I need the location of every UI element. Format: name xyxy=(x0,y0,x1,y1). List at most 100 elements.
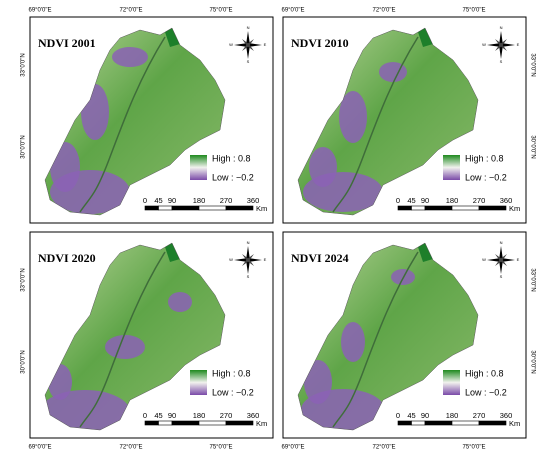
province-land xyxy=(45,28,225,215)
river xyxy=(332,36,419,213)
low-ndvi-area xyxy=(379,62,407,82)
legend-high: High : 0.8 xyxy=(465,368,504,378)
panel-title: NDVI 2020 xyxy=(38,251,96,265)
scale-label: 360 xyxy=(247,411,260,420)
scale-segment xyxy=(198,420,227,426)
scale-label: 270 xyxy=(220,411,233,420)
compass-n: N xyxy=(500,240,503,245)
scale-label: 0 xyxy=(396,411,400,420)
scale-segment xyxy=(171,205,200,211)
north-tip xyxy=(165,243,180,262)
province-land xyxy=(298,28,478,215)
scale-segment xyxy=(171,420,200,426)
legend-high: High : 0.8 xyxy=(212,368,251,378)
longitude-label: 69°0'0"E xyxy=(28,8,51,14)
map-panel: NDVI 2010 N S E W High : 0.8 Low : −0.2 0 45 90 18… xyxy=(282,16,527,224)
scale-segment xyxy=(144,205,159,211)
longitude-label: 75°0'0"E xyxy=(209,8,232,14)
compass-e: E xyxy=(517,257,520,262)
scale-segment xyxy=(158,420,173,426)
scale-label: 0 xyxy=(396,196,400,205)
longitude-label: 75°0'0"E xyxy=(462,445,485,451)
province-outline xyxy=(44,27,226,216)
scale-label: 90 xyxy=(421,411,429,420)
scale-label: 0 xyxy=(143,411,147,420)
province-outline xyxy=(44,242,226,431)
province-land xyxy=(298,243,478,430)
scale-segment xyxy=(144,420,159,426)
scale-label: 90 xyxy=(168,411,176,420)
scale-segment xyxy=(424,420,453,426)
compass-n: N xyxy=(247,25,250,30)
river xyxy=(79,36,166,213)
north-tip xyxy=(165,28,180,47)
north-arrow: N S E W xyxy=(482,240,520,279)
scale-unit: Km xyxy=(509,204,520,213)
compass-w: W xyxy=(482,257,486,262)
scale-label: 45 xyxy=(407,196,415,205)
compass-w: W xyxy=(229,42,233,47)
scale-segment xyxy=(451,420,480,426)
legend-low: Low : −0.2 xyxy=(465,387,507,397)
scale-segment xyxy=(478,205,507,211)
low-ndvi-area xyxy=(309,147,337,187)
scale-label: 45 xyxy=(154,196,162,205)
longitude-label: 69°0'0"E xyxy=(28,445,51,451)
ndvi-map xyxy=(45,28,225,215)
river xyxy=(332,251,419,428)
latitude-label: 30°0'0"N xyxy=(21,350,27,373)
legend-ramp xyxy=(190,370,207,395)
compass-diag xyxy=(495,39,507,51)
legend-high: High : 0.8 xyxy=(212,153,251,163)
compass-n: N xyxy=(247,240,250,245)
low-ndvi-area xyxy=(168,292,192,312)
legend-ramp xyxy=(190,155,207,180)
longitude-label: 72°0'0"E xyxy=(372,8,395,14)
north-arrow: N S E W xyxy=(482,25,520,64)
compass-e: E xyxy=(517,42,520,47)
legend-low: Low : −0.2 xyxy=(212,172,254,182)
legend-ramp xyxy=(443,155,460,180)
ndvi-map xyxy=(298,28,478,215)
scale-label: 180 xyxy=(446,196,459,205)
compass-diag xyxy=(242,254,254,266)
compass-s: S xyxy=(500,59,503,64)
scale-segment xyxy=(478,420,507,426)
river xyxy=(79,251,166,428)
compass-w: W xyxy=(229,257,233,262)
compass-n: N xyxy=(500,25,503,30)
legend-low: Low : −0.2 xyxy=(212,387,254,397)
compass-s: S xyxy=(247,59,250,64)
province-outline xyxy=(297,242,479,431)
scale-label: 360 xyxy=(247,196,260,205)
scale-label: 270 xyxy=(473,196,486,205)
scale-segment xyxy=(158,205,173,211)
scale-label: 0 xyxy=(143,196,147,205)
latitude-label: 30°0'0"N xyxy=(21,135,27,158)
scale-segment xyxy=(397,205,412,211)
compass-e: E xyxy=(264,42,267,47)
longitude-label: 69°0'0"E xyxy=(281,8,304,14)
scale-segment xyxy=(225,205,254,211)
scale-label: 90 xyxy=(421,196,429,205)
legend-low: Low : −0.2 xyxy=(465,172,507,182)
scale-label: 45 xyxy=(154,411,162,420)
map-panel: NDVI 2020 N S E W High : 0.8 Low : −0.2 0 45 90 18… xyxy=(29,231,274,439)
latitude-label: 30°0'0"N xyxy=(529,135,535,158)
map-panel: NDVI 2001 N S E W High : 0.8 Low : −0.2 0 45 90 18… xyxy=(29,16,274,224)
province-outline xyxy=(297,27,479,216)
scale-label: 45 xyxy=(407,411,415,420)
low-ndvi-area xyxy=(339,91,367,143)
scale-label: 180 xyxy=(446,411,459,420)
scale-unit: Km xyxy=(256,204,267,213)
scale-label: 270 xyxy=(473,411,486,420)
scale-segment xyxy=(225,420,254,426)
latitude-label: 33°0'0"N xyxy=(529,268,535,291)
longitude-label: 75°0'0"E xyxy=(209,445,232,451)
scale-label: 360 xyxy=(500,411,513,420)
longitude-label: 72°0'0"E xyxy=(119,8,142,14)
scale-unit: Km xyxy=(256,419,267,428)
panel-title: NDVI 2024 xyxy=(291,251,349,265)
scale-segment xyxy=(411,205,426,211)
scale-label: 90 xyxy=(168,196,176,205)
